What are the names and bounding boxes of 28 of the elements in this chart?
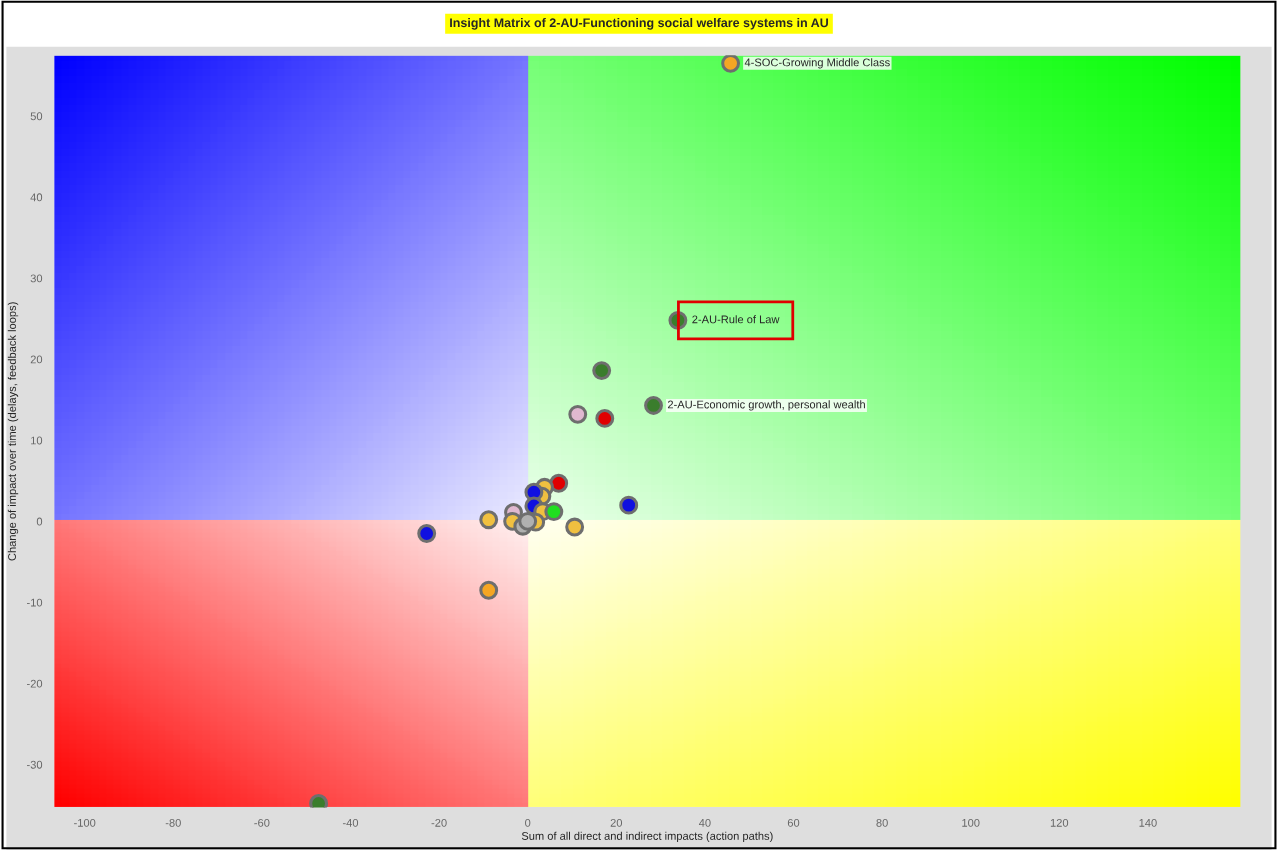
- y-tick-label: -10: [27, 598, 43, 607]
- y-tick-label: 30: [30, 274, 43, 283]
- annotation: 2-AU-Economic growth, personal wealth: [667, 400, 865, 411]
- x-tick-label: -80: [165, 818, 181, 827]
- annotation: 4-SOC-Growing Middle Class: [744, 58, 890, 69]
- y-tick-label: -20: [27, 679, 43, 688]
- x-tick-label: -20: [431, 818, 447, 827]
- x-tick-label: 100: [962, 818, 980, 827]
- annotation: 2-AU-Rule of Law: [692, 315, 780, 324]
- y-tick-label: -30: [27, 760, 43, 769]
- x-tick-label: -40: [342, 818, 359, 827]
- x-tick-label: -60: [254, 818, 270, 827]
- y-axis-title: Change of impact over time (delays, feedback loops): [7, 302, 19, 561]
- x-tick-label: 60: [787, 818, 800, 827]
- y-tick-label: 0: [36, 517, 43, 526]
- y-tick-label: 20: [30, 355, 43, 364]
- x-tick-label: 80: [876, 818, 888, 827]
- x-tick-label: -100: [74, 818, 96, 827]
- x-axis-title: Sum of all direct and indirect impacts (action paths): [521, 831, 773, 843]
- x-tick-label: 40: [698, 818, 711, 827]
- y-tick-label: 50: [30, 112, 43, 121]
- chart-title: Insight Matrix of 2-AU-Functioning social welfare systems in AU: [450, 17, 828, 30]
- x-tick-label: 140: [1139, 818, 1157, 827]
- x-tick-label: 120: [1050, 818, 1069, 827]
- y-tick-label: 40: [30, 193, 43, 202]
- y-tick-label: 10: [31, 436, 43, 445]
- x-tick-label: 0: [525, 818, 531, 827]
- x-tick-label: 20: [610, 818, 623, 827]
